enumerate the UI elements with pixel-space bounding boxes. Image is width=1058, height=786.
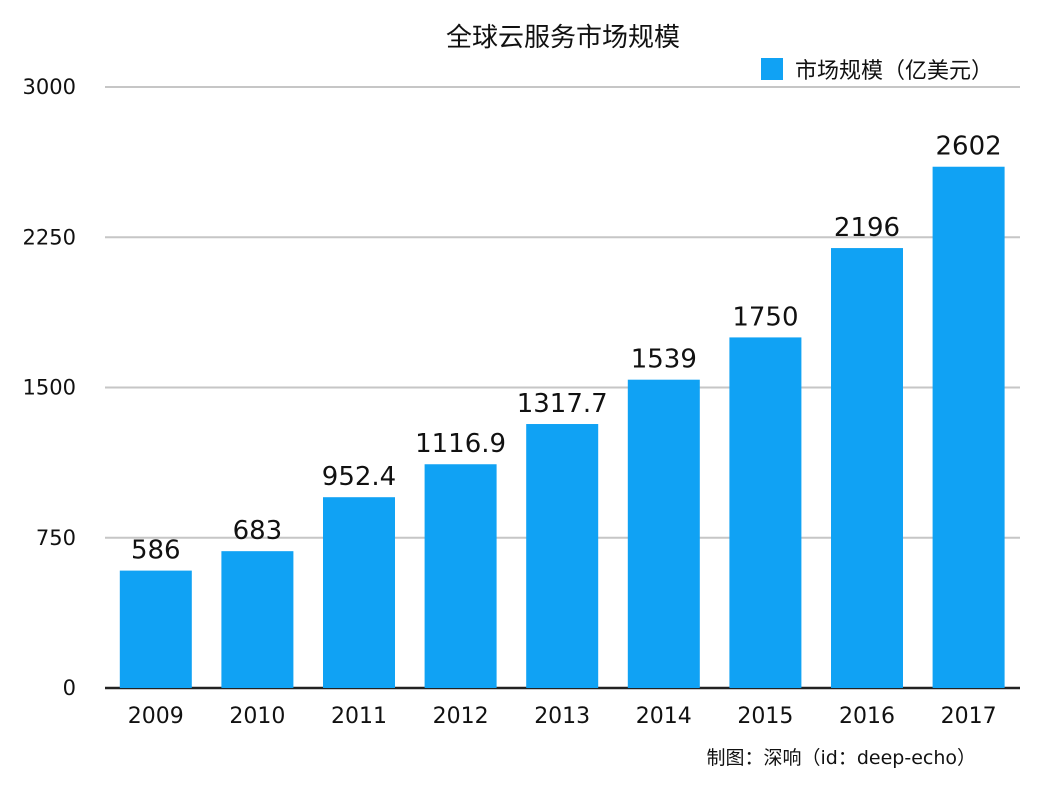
data-label: 1317.7 bbox=[517, 389, 608, 419]
bar bbox=[932, 166, 1005, 688]
x-tick-label: 2011 bbox=[331, 704, 387, 729]
data-label: 683 bbox=[233, 516, 283, 546]
legend-swatch bbox=[761, 58, 783, 80]
bars bbox=[119, 166, 1005, 688]
credit-text: 制图：深响（id：deep-echo） bbox=[707, 747, 977, 769]
y-tick-label: 1500 bbox=[23, 376, 76, 400]
bar bbox=[831, 248, 903, 688]
legend: 市场规模（亿美元） bbox=[761, 58, 993, 84]
data-label: 2196 bbox=[834, 213, 900, 243]
y-tick-label: 750 bbox=[36, 526, 76, 550]
x-axis-ticks: 2009 2010 2011 2012 2013 2014 2015 2016 2017 bbox=[128, 704, 997, 729]
bar bbox=[119, 570, 192, 688]
x-tick-label: 2010 bbox=[229, 704, 285, 729]
data-label: 952.4 bbox=[322, 462, 396, 492]
y-axis-ticks: 0 750 1500 2250 3000 bbox=[23, 75, 76, 700]
data-label: 1539 bbox=[631, 345, 697, 375]
data-label: 2602 bbox=[936, 132, 1002, 162]
bar bbox=[424, 464, 497, 688]
x-tick-label: 2017 bbox=[941, 704, 997, 729]
data-label: 586 bbox=[131, 536, 181, 566]
bar bbox=[323, 497, 395, 688]
bar bbox=[729, 337, 802, 688]
x-tick-label: 2009 bbox=[128, 704, 184, 729]
data-label: 1116.9 bbox=[415, 429, 506, 459]
legend-label: 市场规模（亿美元） bbox=[795, 59, 993, 84]
bar bbox=[627, 379, 700, 688]
data-label: 1750 bbox=[732, 302, 798, 332]
y-tick-label: 0 bbox=[63, 676, 76, 700]
x-tick-label: 2014 bbox=[636, 704, 692, 729]
bar bbox=[221, 551, 294, 688]
data-labels: 586 683 952.4 1116.9 1317.7 1539 1750 2196 2602 bbox=[131, 132, 1002, 566]
y-tick-label: 3000 bbox=[23, 75, 76, 99]
bar bbox=[526, 424, 599, 688]
x-tick-label: 2013 bbox=[534, 704, 590, 729]
x-tick-label: 2015 bbox=[737, 704, 793, 729]
y-tick-label: 2250 bbox=[23, 225, 76, 249]
x-tick-label: 2012 bbox=[433, 704, 489, 729]
x-tick-label: 2016 bbox=[839, 704, 895, 729]
chart-title: 全球云服务市场规模 bbox=[446, 23, 680, 53]
